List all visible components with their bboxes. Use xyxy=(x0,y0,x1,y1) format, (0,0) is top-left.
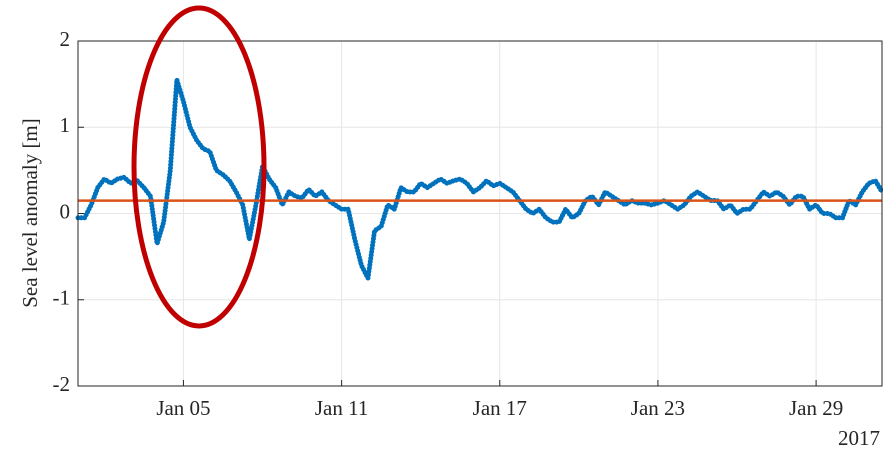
axes-box xyxy=(77,40,883,387)
x-tick-label: Jan 05 xyxy=(156,396,210,420)
y-tick-label: -2 xyxy=(53,372,71,396)
y-tick-label: 0 xyxy=(60,199,71,223)
x-tick-label: Jan 29 xyxy=(789,396,843,420)
x-tick-label: Jan 17 xyxy=(473,396,527,420)
y-axis-label: Sea level anomaly [m] xyxy=(18,118,42,308)
x-year-label: 2017 xyxy=(838,426,880,450)
x-tick-label: Jan 11 xyxy=(315,396,368,420)
data-line-core xyxy=(78,78,883,280)
y-tick-label: -1 xyxy=(53,286,71,310)
x-tick-label: Jan 23 xyxy=(631,396,685,420)
y-tick-label: 1 xyxy=(60,113,71,137)
y-tick-label: 2 xyxy=(60,27,71,51)
highlight-ellipse xyxy=(131,5,267,329)
